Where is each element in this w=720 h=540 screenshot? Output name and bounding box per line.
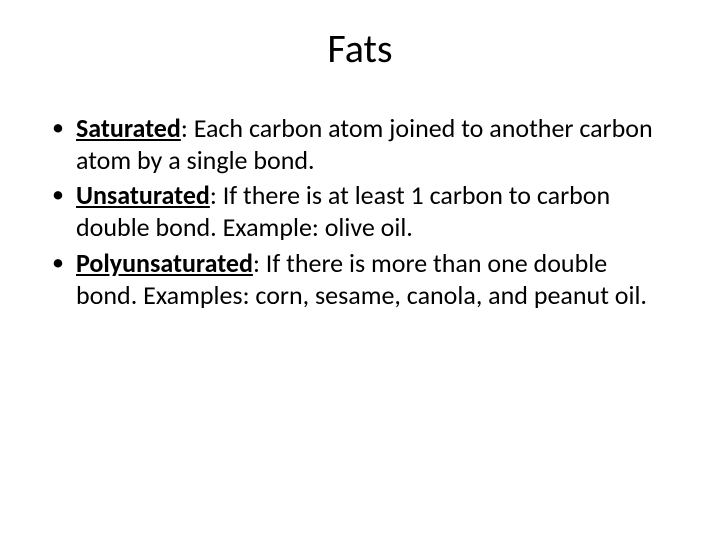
term: Polyunsaturated	[76, 247, 253, 279]
list-item: Saturated: Each carbon atom joined to an…	[48, 113, 672, 176]
slide-body: Saturated: Each carbon atom joined to an…	[0, 83, 720, 311]
slide-title: Fats	[0, 0, 720, 83]
list-item: Polyunsaturated: If there is more than o…	[48, 248, 672, 311]
term: Saturated	[76, 112, 181, 144]
bullet-list: Saturated: Each carbon atom joined to an…	[48, 113, 672, 311]
list-item: Unsaturated: If there is at least 1 carb…	[48, 180, 672, 243]
slide: Fats Saturated: Each carbon atom joined …	[0, 0, 720, 540]
term: Unsaturated	[76, 179, 210, 211]
